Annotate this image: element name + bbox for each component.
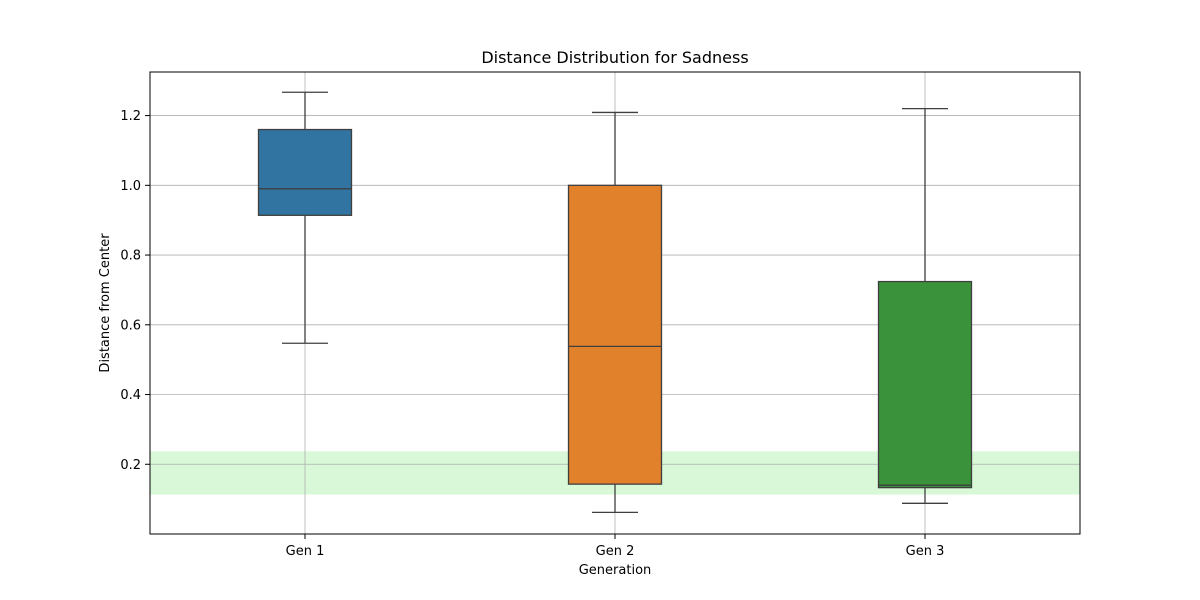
y-tick-label: 0.2 [120,458,141,473]
y-tick-label: 1.2 [120,109,141,124]
box-body [877,280,973,489]
y-axis-label: Distance from Center [98,233,113,373]
y-tick-label: 0.4 [120,388,141,403]
x-axis-label: Generation [579,563,652,578]
y-tick-label: 0.8 [120,249,141,264]
x-tick-label: Gen 1 [286,544,325,559]
box-2 [567,111,663,514]
box-body [567,184,663,485]
y-tick-label: 1.0 [120,179,141,194]
box-3 [877,107,973,504]
tick-layer: 0.2 0.4 0.6 0.8 1.0 1.2 Gen 1 Gen 2 Gen 3 [120,109,944,559]
x-tick-label: Gen 3 [906,544,945,559]
y-tick-label: 0.6 [120,318,141,333]
box-layer [257,91,973,514]
x-tick-label: Gen 2 [596,544,635,559]
box-1 [257,91,353,344]
box-body [257,128,353,216]
chart-title: Distance Distribution for Sadness [481,48,748,67]
